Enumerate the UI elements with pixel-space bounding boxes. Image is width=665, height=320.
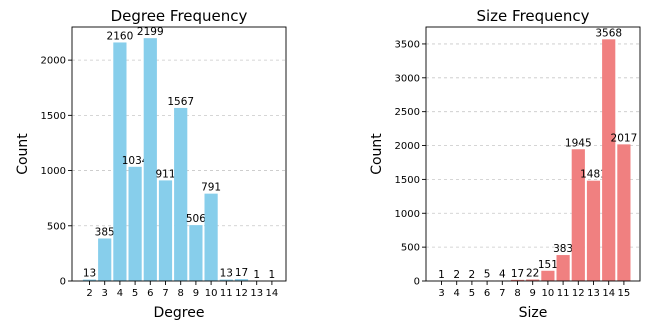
y-tick-label: 2500 <box>395 107 420 118</box>
bar <box>113 42 127 281</box>
x-tick-label: 11 <box>220 288 233 299</box>
y-tick-label: 1500 <box>395 175 420 186</box>
x-tick-label: 14 <box>602 288 615 299</box>
y-axis-label: Count <box>15 133 31 175</box>
data-label: 383 <box>553 243 573 255</box>
x-tick-label: 10 <box>542 288 555 299</box>
chart-title: Degree Frequency <box>111 7 248 25</box>
bar <box>602 39 616 281</box>
x-tick-label: 7 <box>499 288 505 299</box>
y-tick-label: 3500 <box>395 39 420 50</box>
x-tick-label: 9 <box>193 288 199 299</box>
bar <box>82 279 97 281</box>
data-label: 3568 <box>595 27 622 39</box>
x-tick-label: 14 <box>266 288 279 299</box>
y-axis-label: Count <box>369 133 385 175</box>
data-label: 1945 <box>565 137 592 149</box>
data-label: 1567 <box>167 96 194 108</box>
y-tick-label: 500 <box>401 243 420 254</box>
data-label: 2 <box>469 269 476 281</box>
x-tick-label: 6 <box>147 288 153 299</box>
x-axis-label: Degree <box>154 305 205 320</box>
bar <box>98 238 112 281</box>
x-axis-label: Size <box>519 305 548 320</box>
size-frequency-chart: 1 2 2 5 4 17 221513831945148135682017050010001… <box>369 7 641 320</box>
data-label: 5 <box>484 269 491 281</box>
bar <box>510 279 525 281</box>
data-label: 2 <box>453 269 460 281</box>
x-tick-label: 5 <box>132 288 138 299</box>
bar <box>526 279 540 281</box>
bar <box>219 279 233 281</box>
data-label: 2160 <box>107 30 134 42</box>
bar <box>189 225 203 281</box>
data-label: 1 <box>438 269 445 281</box>
data-label: 2199 <box>137 26 164 38</box>
data-label: 22 <box>526 268 539 280</box>
x-tick-label: 15 <box>618 288 631 299</box>
bar <box>174 107 188 281</box>
y-tick-label: 1000 <box>395 209 420 220</box>
x-tick-label: 10 <box>205 288 218 299</box>
y-tick-label: 500 <box>47 221 66 232</box>
x-tick-label: 4 <box>454 288 460 299</box>
data-label: 791 <box>201 182 221 194</box>
x-tick-label: 8 <box>514 288 520 299</box>
chart-title: Size Frequency <box>476 7 589 25</box>
bar <box>556 255 570 281</box>
y-tick-label: 0 <box>414 277 420 288</box>
plot-frame <box>71 26 287 282</box>
data-label: 17 <box>511 268 524 280</box>
data-label: 1481 <box>580 169 607 181</box>
x-tick-label: 13 <box>587 288 600 299</box>
y-tick-label: 1500 <box>41 111 66 122</box>
data-label: 13 <box>220 268 233 280</box>
x-tick-label: 5 <box>469 288 475 299</box>
y-tick-label: 0 <box>60 277 66 288</box>
data-label: 506 <box>186 213 206 225</box>
bar <box>234 279 249 281</box>
y-tick-label: 3000 <box>395 73 420 84</box>
data-label: 1034 <box>122 155 149 167</box>
data-label: 2017 <box>611 132 638 144</box>
y-tick-label: 1000 <box>41 166 66 177</box>
y-tick-label: 2000 <box>41 56 66 67</box>
x-tick-label: 3 <box>438 288 444 299</box>
y-tick-label: 2000 <box>395 141 420 152</box>
data-label: 911 <box>155 168 175 180</box>
x-tick-label: 4 <box>117 288 123 299</box>
bar <box>571 149 585 281</box>
data-label: 1 <box>269 269 276 281</box>
bar <box>143 38 157 281</box>
data-label: 1 <box>253 269 260 281</box>
data-label: 385 <box>95 226 115 238</box>
bar <box>617 144 631 281</box>
x-tick-label: 7 <box>162 288 168 299</box>
bar <box>128 166 142 281</box>
bar <box>586 180 601 281</box>
x-tick-label: 13 <box>250 288 263 299</box>
x-tick-label: 9 <box>530 288 536 299</box>
x-tick-label: 12 <box>572 288 585 299</box>
x-tick-label: 2 <box>86 288 92 299</box>
x-tick-label: 8 <box>178 288 184 299</box>
x-tick-label: 11 <box>557 288 570 299</box>
data-label: 13 <box>83 268 96 280</box>
bar <box>204 193 218 281</box>
bar <box>158 180 173 281</box>
data-label: 17 <box>235 267 248 279</box>
data-label: 151 <box>538 259 558 271</box>
x-tick-label: 12 <box>235 288 248 299</box>
x-tick-label: 6 <box>484 288 490 299</box>
bar <box>541 270 555 281</box>
x-tick-label: 3 <box>102 288 108 299</box>
data-label: 4 <box>499 269 506 281</box>
